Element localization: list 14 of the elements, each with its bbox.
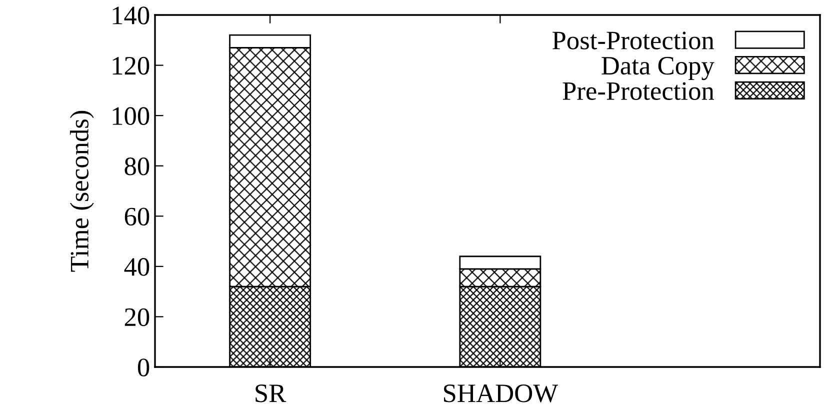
y-tick-label: 140: [112, 6, 150, 24]
x-tick-label: SHADOW: [444, 384, 558, 402]
y-tick-label: 100: [112, 107, 150, 125]
legend-label: Pre-Protection: [562, 82, 714, 100]
y-axis-title: Time (seconds): [70, 110, 94, 272]
legend-label: Data Copy: [602, 56, 714, 80]
x-tick-label: SR: [256, 384, 286, 402]
y-tick-label: 60: [124, 208, 150, 226]
y-tick-label: 40: [124, 258, 150, 276]
legend-label: Post-Protection: [552, 32, 714, 50]
y-tick-label: 120: [112, 56, 150, 75]
y-tick-label: 0: [138, 358, 150, 376]
y-tick-label: 20: [124, 308, 150, 326]
y-tick-label: 80: [124, 157, 150, 176]
